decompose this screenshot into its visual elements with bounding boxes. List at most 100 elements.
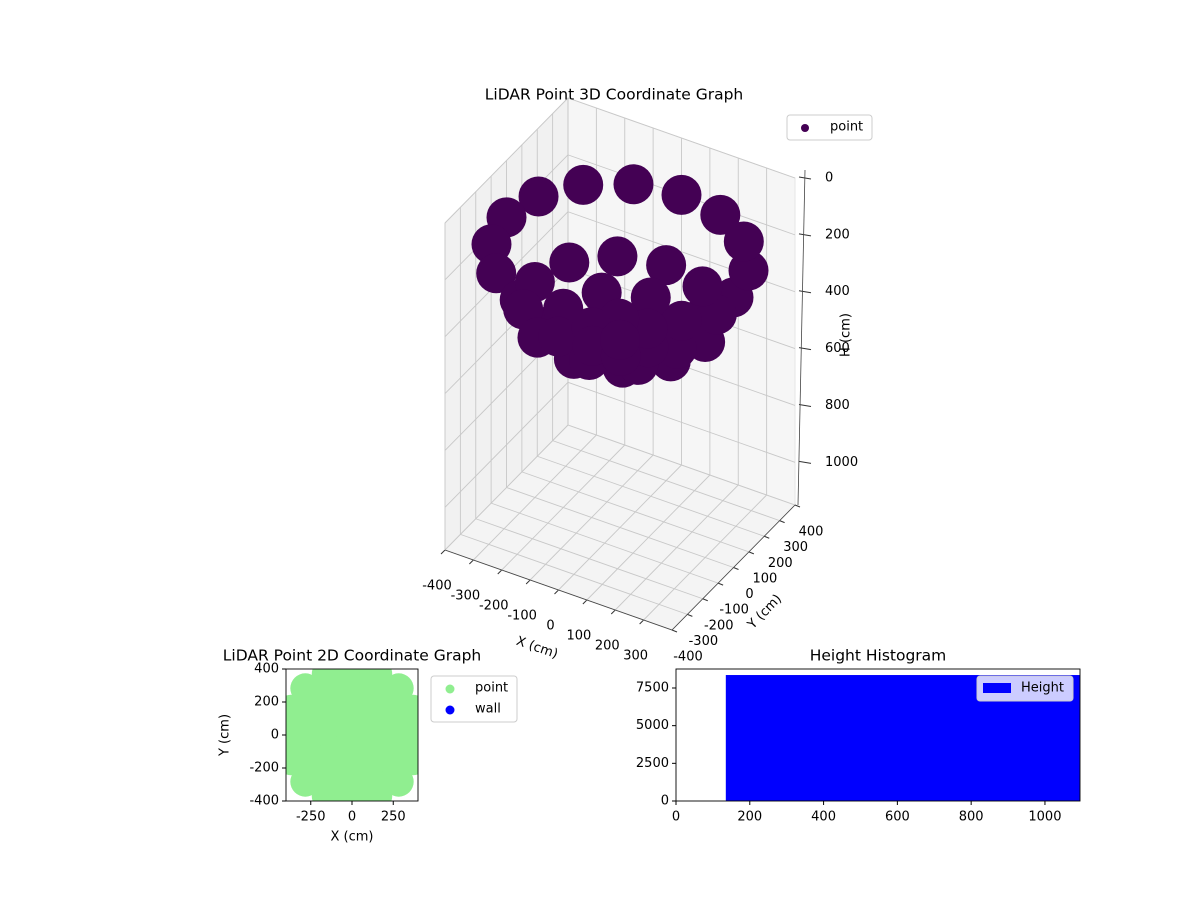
x-tick <box>469 559 474 565</box>
point <box>337 720 367 750</box>
y-tick-label: 0 <box>271 728 279 743</box>
grid-line <box>444 97 569 224</box>
x-tick <box>525 579 531 585</box>
grid-line <box>475 518 703 600</box>
chart-title: Height Histogram <box>810 647 947 665</box>
z-tick-label: 400 <box>825 284 850 299</box>
point <box>563 164 604 205</box>
point <box>476 253 517 294</box>
z-tick-label: 200 <box>825 227 850 242</box>
grid-line <box>567 424 796 506</box>
axes-frame <box>675 668 1081 802</box>
x-tick-label: 250 <box>381 810 406 825</box>
point <box>597 236 638 277</box>
z-tick <box>798 233 812 237</box>
legend-box <box>976 675 1074 702</box>
point <box>700 194 741 235</box>
y-axis-label: Y (cm) <box>218 714 233 757</box>
x-tick-label: -250 <box>296 810 326 825</box>
y-tick-label: -400 <box>673 650 703 665</box>
legend-patch <box>983 683 1011 693</box>
point <box>549 242 590 283</box>
x-tick-label: 0 <box>348 810 356 825</box>
point <box>613 164 654 205</box>
legend-label: point <box>475 681 508 696</box>
y-tick-label: -300 <box>689 634 719 649</box>
grid-line <box>506 487 734 568</box>
point <box>600 319 640 360</box>
y-tick-label: 200 <box>768 556 793 571</box>
x-tick-label: 0 <box>672 810 680 825</box>
y-tick-label: 300 <box>783 540 808 555</box>
z-tick <box>798 460 812 464</box>
z-tick-label: 0 <box>825 171 833 186</box>
grid-line <box>567 381 796 463</box>
x-tick-label: 300 <box>623 649 648 664</box>
x-tick-label: 800 <box>959 810 984 825</box>
x-tick-label: -200 <box>479 599 509 614</box>
legend-marker <box>445 684 455 694</box>
grid-line <box>521 471 750 553</box>
z-tick <box>798 347 812 351</box>
grid-line <box>490 502 719 584</box>
y-tick <box>671 629 678 633</box>
legend-box <box>430 675 518 723</box>
y-tick-label: -200 <box>704 618 734 633</box>
y-tick-label: 5000 <box>636 718 669 733</box>
y-tick <box>717 582 724 586</box>
y-tick-label: 200 <box>254 695 279 710</box>
x-tick-label: 600 <box>885 810 910 825</box>
point <box>646 245 687 286</box>
x-tick-label: 1000 <box>1028 810 1061 825</box>
x-tick-label: 400 <box>811 810 836 825</box>
legend-label: Height <box>1021 681 1064 696</box>
y-tick <box>794 504 801 508</box>
point <box>538 316 579 357</box>
y-tick-label: 400 <box>799 525 824 540</box>
grid-line <box>537 455 765 537</box>
point <box>682 266 723 307</box>
y-tick-label: 400 <box>254 662 279 677</box>
axis-line <box>797 169 806 506</box>
z-axis-label: H (cm) <box>839 313 854 357</box>
x-tick-label: 0 <box>546 619 554 634</box>
x-tick <box>582 599 588 605</box>
y-tick-label: 2500 <box>636 756 669 771</box>
z-tick-label: 1000 <box>825 455 858 470</box>
grid-line <box>567 97 796 179</box>
x-axis-label: X (cm) <box>331 830 374 845</box>
y-tick-label: 100 <box>752 571 777 586</box>
z-tick-label: 600 <box>825 341 850 356</box>
x-tick <box>554 589 559 595</box>
z-tick <box>798 403 812 407</box>
y-tick <box>702 598 708 602</box>
x-tick-label: 200 <box>737 810 762 825</box>
point <box>661 174 702 215</box>
y-tick <box>779 520 785 524</box>
grid-line <box>460 533 688 615</box>
grid-line <box>444 382 569 508</box>
legend-box <box>786 114 873 141</box>
y-tick-label: 0 <box>745 587 753 602</box>
x-axis-label: X (cm) <box>514 634 560 662</box>
y-tick-label: -400 <box>249 794 279 809</box>
chart-title: LiDAR Point 3D Coordinate Graph <box>485 86 743 104</box>
y-tick <box>687 613 693 617</box>
point <box>661 300 702 341</box>
legend-marker <box>445 705 455 715</box>
x-tick-label: -100 <box>507 609 537 624</box>
y-tick <box>748 551 755 555</box>
y-tick <box>764 535 770 539</box>
y-tick <box>733 567 739 570</box>
point <box>518 176 559 217</box>
plot-area <box>286 669 418 801</box>
x-tick-label: 100 <box>566 629 591 644</box>
chart-title: LiDAR Point 2D Coordinate Graph <box>223 647 481 665</box>
x-tick <box>497 569 503 575</box>
y-tick-label: -200 <box>249 761 279 776</box>
x-tick <box>440 549 446 555</box>
x-tick-label: -300 <box>451 589 481 604</box>
x-tick-label: -400 <box>422 579 452 594</box>
x-tick <box>610 609 616 615</box>
